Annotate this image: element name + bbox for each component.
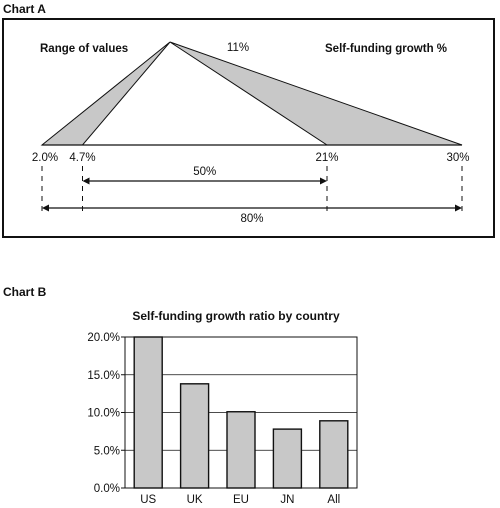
x-tick-label-us: US (140, 494, 156, 506)
bar-uk (179, 383, 210, 489)
point-label-3: 30% (446, 152, 469, 164)
range-of-values-label: Range of values (40, 43, 128, 55)
x-tick-label-eu: EU (233, 494, 249, 506)
x-tick-label-all: All (327, 494, 340, 506)
x-tick-label-jn: JN (280, 494, 294, 506)
self-funding-growth-label: Self-funding growth % (325, 43, 447, 55)
range-arrow-left-0 (82, 177, 90, 185)
range-label-1: 80% (240, 213, 263, 225)
chart-a-title: Chart A (3, 2, 46, 16)
bar-us (133, 336, 163, 489)
y-tick-label-4: 20.0% (87, 332, 120, 344)
range-arrow-right-0 (320, 177, 327, 185)
point-label-2: 21% (315, 152, 338, 164)
point-label-0: 2.0% (32, 152, 58, 164)
y-tick-label-1: 5.0% (94, 445, 120, 457)
right-shaded-wedge (169, 41, 463, 146)
chart-b-heading: Self-funding growth ratio by country (132, 309, 340, 323)
range-label-0: 50% (193, 166, 216, 178)
y-tick-label-2: 10.0% (87, 408, 120, 420)
x-tick-label-uk: UK (187, 494, 203, 506)
bar-all (319, 420, 349, 489)
left-shaded-wedge (40, 41, 171, 146)
range-arrow-left-1 (42, 204, 49, 212)
bar-eu (226, 411, 256, 489)
bar-jn (272, 428, 303, 489)
range-arrow-right-1 (455, 204, 462, 212)
chart-b-title: Chart B (3, 285, 47, 299)
chart-a-frame (2, 18, 495, 238)
peak-value-label: 11% (227, 42, 249, 54)
y-tick-label-0: 0.0% (94, 483, 120, 495)
point-label-1: 4.7% (69, 152, 95, 164)
y-tick-label-3: 15.0% (87, 370, 120, 382)
